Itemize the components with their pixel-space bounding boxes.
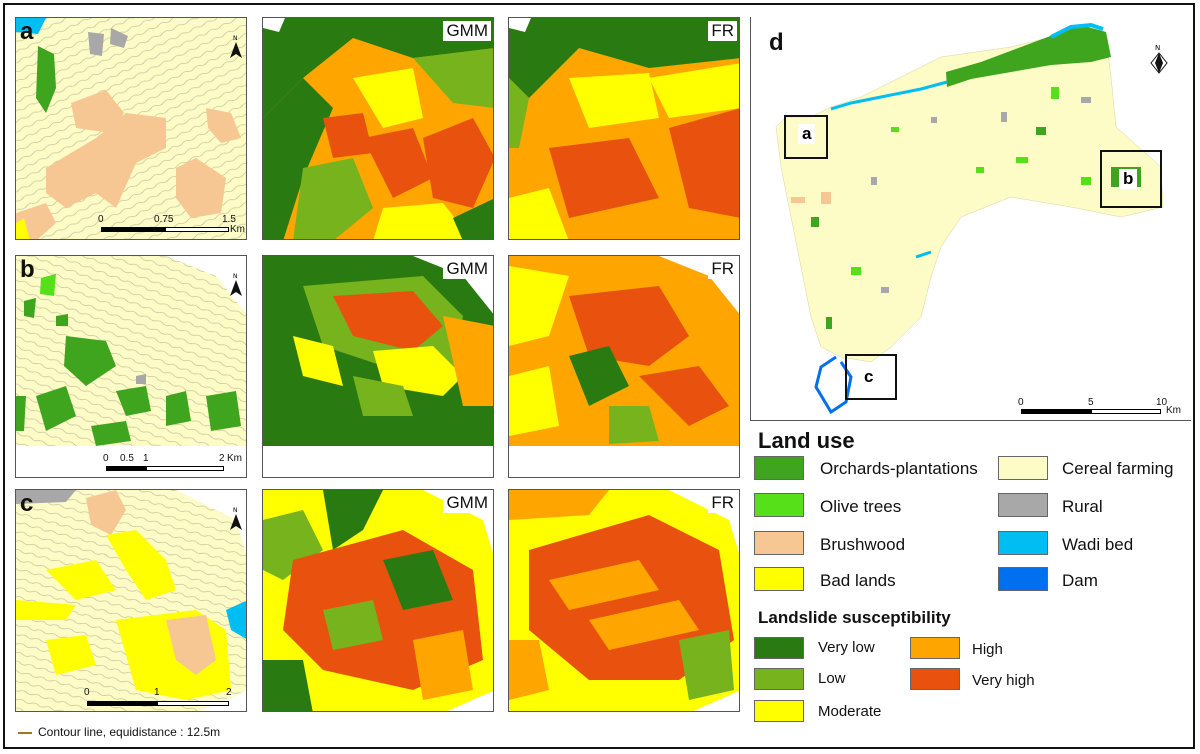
swatch-wadi xyxy=(998,531,1048,555)
label-badlands: Bad lands xyxy=(820,571,896,590)
scale-b-unit: Km xyxy=(227,453,242,464)
panel-b-gmm-label: GMM xyxy=(443,259,491,279)
label-cereal: Cereal farming xyxy=(1062,459,1174,478)
north-arrow-icon: N xyxy=(230,273,242,296)
legend-land-use-title: Land use xyxy=(758,428,855,453)
scale-bar-c: 0 1 2 xyxy=(82,685,246,711)
panel-c-fr-label: FR xyxy=(708,493,737,513)
scale-d-tick-0: 0 xyxy=(1018,397,1024,408)
label-moderate: Moderate xyxy=(818,703,882,720)
scale-b-tick-3: 2 xyxy=(219,453,225,464)
legend-susceptibility-title: Landslide susceptibility xyxy=(758,608,951,627)
susceptibility-map-b-gmm xyxy=(263,256,493,477)
swatch-high xyxy=(910,637,960,659)
scale-bar-a: 0 0.75 1.5 Km xyxy=(96,213,246,239)
scale-a-tick-0: 0 xyxy=(98,214,104,225)
panel-c-label: c xyxy=(20,490,34,517)
swatch-very-high xyxy=(910,668,960,690)
landuse-map-c xyxy=(16,490,246,711)
swatch-orchards xyxy=(754,456,804,480)
panel-a-gmm-label: GMM xyxy=(443,21,491,41)
scale-d-tick-1: 5 xyxy=(1088,397,1094,408)
panel-b-landuse: b N 0 0.5 1 2 Km xyxy=(15,255,247,478)
panel-d-label: d xyxy=(769,29,784,56)
north-arrow-icon: N xyxy=(230,35,242,58)
scale-d-tick-2: 10 xyxy=(1156,397,1168,408)
susceptibility-map-a-gmm xyxy=(263,18,493,239)
swatch-dam xyxy=(998,567,1048,591)
scale-d-unit: Km xyxy=(1166,405,1181,416)
panel-c-gmm-label: GMM xyxy=(443,493,491,513)
compass-icon: N xyxy=(1150,44,1168,74)
swatch-brushwood xyxy=(754,531,804,555)
panel-b-label: b xyxy=(20,256,35,283)
svg-text:N: N xyxy=(233,35,238,42)
swatch-badlands xyxy=(754,567,804,591)
swatch-very-low xyxy=(754,637,804,659)
susceptibility-map-c-gmm xyxy=(263,490,493,711)
swatch-rural xyxy=(998,493,1048,517)
legend: Land use Orchards-plantations Olive tree… xyxy=(748,422,1194,747)
scale-c-tick-2: 2 xyxy=(226,687,232,698)
figure-frame xyxy=(3,3,1195,749)
panel-a-landuse: a N 0 0.75 1.5 Km xyxy=(15,17,247,240)
scale-bar-b: 0 0.5 1 2 Km xyxy=(101,452,246,477)
scale-c-tick-1: 1 xyxy=(154,687,160,698)
scale-a-tick-2: 1.5 xyxy=(222,214,236,225)
inset-box-b-label: b xyxy=(1119,169,1138,189)
scale-b-tick-0: 0 xyxy=(103,453,109,464)
contour-line-swatch xyxy=(18,732,32,734)
swatch-moderate xyxy=(754,700,804,722)
scale-a-tick-1: 0.75 xyxy=(154,214,174,225)
scale-bar-d: 0 5 10 Km xyxy=(1016,397,1191,419)
label-high: High xyxy=(972,641,1003,658)
swatch-olive xyxy=(754,493,804,517)
landuse-map-a xyxy=(16,18,246,239)
inset-box-b xyxy=(1100,150,1162,208)
svg-text:N: N xyxy=(1155,44,1160,52)
swatch-cereal xyxy=(998,456,1048,480)
inset-box-c-label: c xyxy=(860,367,878,387)
panel-d-overview: d N a b c 0 5 10 Km xyxy=(750,17,1191,421)
inset-box-c xyxy=(845,354,897,400)
label-wadi: Wadi bed xyxy=(1062,535,1134,554)
scale-b-tick-1: 0.5 xyxy=(120,453,134,464)
swatch-low xyxy=(754,668,804,690)
scale-b-tick-2: 1 xyxy=(143,453,149,464)
label-low: Low xyxy=(818,670,846,687)
susceptibility-map-b-fr xyxy=(509,256,739,477)
panel-b-fr-label: FR xyxy=(708,259,737,279)
scale-a-unit: Km xyxy=(230,224,245,235)
inset-box-a-label: a xyxy=(798,124,816,144)
label-orchards: Orchards-plantations xyxy=(820,459,978,478)
panel-c-gmm: GMM xyxy=(262,489,494,712)
panel-c-fr: FR xyxy=(508,489,740,712)
panel-a-label: a xyxy=(20,18,34,45)
panel-b-fr: FR xyxy=(508,255,740,478)
label-dam: Dam xyxy=(1062,571,1098,590)
inset-box-a xyxy=(784,115,828,159)
contour-note-text: Contour line, equidistance : 12.5m xyxy=(38,725,221,739)
scale-c-tick-0: 0 xyxy=(84,687,90,698)
svg-text:N: N xyxy=(233,273,238,280)
label-brushwood: Brushwood xyxy=(820,535,906,554)
label-olive: Olive trees xyxy=(820,497,902,516)
panel-a-fr-label: FR xyxy=(708,21,737,41)
panel-a-fr: FR xyxy=(508,17,740,240)
north-arrow-icon: N xyxy=(230,507,242,530)
label-rural: Rural xyxy=(1062,497,1103,516)
label-very-high: Very high xyxy=(972,672,1035,689)
panel-b-gmm: GMM xyxy=(262,255,494,478)
overview-landuse-map xyxy=(775,22,1164,415)
susceptibility-map-c-fr xyxy=(509,490,739,711)
label-very-low: Very low xyxy=(818,639,875,656)
susceptibility-map-a-fr xyxy=(509,18,739,239)
svg-text:N: N xyxy=(233,507,238,514)
panel-a-gmm: GMM xyxy=(262,17,494,240)
landuse-map-b xyxy=(16,256,246,477)
panel-c-landuse: c N 0 1 2 xyxy=(15,489,247,712)
